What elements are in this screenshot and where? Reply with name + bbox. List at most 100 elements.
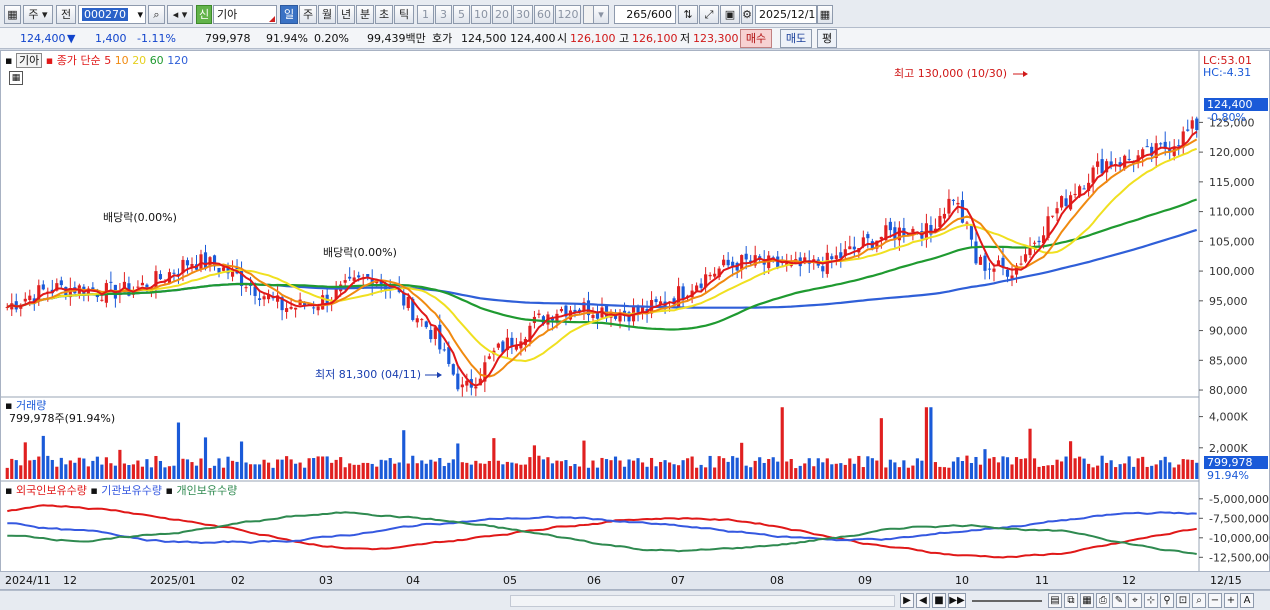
interval-3[interactable]: 3	[435, 5, 452, 24]
volume-tick-label: 2,000K	[1209, 442, 1248, 455]
volume-bar	[1010, 464, 1014, 479]
expand-icon[interactable]: ⤢	[699, 5, 719, 24]
candle-body	[460, 384, 464, 388]
interval-1[interactable]: 1	[417, 5, 434, 24]
period-tab-minute[interactable]: 분	[356, 5, 374, 24]
period-tab-second[interactable]: 초	[375, 5, 393, 24]
volume-current: 799,978주(91.94%)	[9, 412, 116, 425]
calendar-icon[interactable]: ▦	[817, 5, 833, 24]
legend-stock-name[interactable]: 기아	[15, 53, 43, 68]
candle-body	[140, 282, 144, 286]
candle-body	[1019, 263, 1023, 265]
stock-code-input[interactable]: 000270 ▾	[78, 5, 146, 24]
candle-body	[5, 306, 9, 308]
count-field[interactable]: 265/600	[614, 5, 676, 24]
volume-bar	[1163, 456, 1167, 479]
interval-60[interactable]: 60	[534, 5, 554, 24]
period-tab-week[interactable]: 주	[299, 5, 317, 24]
volume-bar	[257, 464, 262, 479]
volume-bar	[1055, 459, 1059, 479]
sell-button[interactable]: 매도	[780, 29, 812, 48]
volume-bar	[433, 461, 437, 479]
candle-body	[528, 325, 532, 342]
candle-body	[933, 228, 937, 232]
x-tick: 12/15	[1210, 574, 1242, 587]
chart-area[interactable]: 80,000 85,000 90,000 95,000 100,000 105,000 11…	[0, 50, 1270, 590]
prev-icon[interactable]: ◀	[916, 593, 930, 608]
flow-line	[7, 504, 1197, 559]
table-icon[interactable]: ▦	[9, 71, 23, 85]
candle-body	[1032, 242, 1037, 244]
volume-bar	[483, 463, 487, 479]
screenshot-icon[interactable]: ⊡	[1176, 593, 1190, 608]
volume-bar	[19, 465, 23, 479]
zoom-slider[interactable]	[972, 600, 1042, 602]
prev-button[interactable]: 전	[56, 5, 76, 24]
interval-120[interactable]: 120	[555, 5, 581, 24]
interval-20[interactable]: 20	[492, 5, 512, 24]
zoom-out-icon[interactable]: −	[1208, 593, 1222, 608]
candle-body	[1150, 146, 1154, 156]
zoom-in-icon[interactable]: +	[1224, 593, 1238, 608]
horizontal-scrollbar[interactable]	[510, 595, 895, 607]
chart-menu-icon[interactable]: ▦	[4, 5, 21, 24]
candle-body	[181, 259, 185, 274]
chevron-down-icon[interactable]: ▾	[593, 5, 609, 24]
ask-price: 124,400	[510, 32, 556, 45]
volume-bar	[947, 467, 951, 479]
font-size-icon[interactable]: A	[1240, 593, 1254, 608]
candle-body	[478, 378, 482, 386]
volume-bar	[852, 463, 856, 479]
play-icon[interactable]: ▶	[900, 593, 914, 608]
volume-bar	[163, 467, 167, 479]
grid-icon[interactable]: ▦	[1080, 593, 1094, 608]
volume-bar	[582, 440, 586, 479]
volume-tag-pct: 91.94%	[1207, 469, 1249, 482]
candle-body	[280, 297, 284, 311]
interval-5[interactable]: 5	[453, 5, 470, 24]
gear-icon[interactable]: ⚙	[741, 5, 753, 24]
stop-icon[interactable]: ■	[932, 593, 946, 608]
pin-icon[interactable]: ⚲	[1160, 593, 1174, 608]
interval-30[interactable]: 30	[513, 5, 533, 24]
candle-body	[591, 315, 595, 318]
period-tab-day[interactable]: 일	[280, 5, 298, 24]
candle-body	[731, 261, 735, 266]
print-icon[interactable]: ⎙	[1096, 593, 1110, 608]
volume-bar	[933, 462, 937, 479]
select-icon[interactable]: ⊹	[1144, 593, 1158, 608]
volume-title: 거래량	[15, 399, 47, 412]
volume-bar	[334, 459, 338, 479]
sound-icon[interactable]: ◂ ▾	[167, 5, 193, 24]
candle-body	[1186, 129, 1190, 131]
indicator-icon[interactable]: ⇅	[678, 5, 698, 24]
cursor-icon[interactable]: ⌖	[1128, 593, 1142, 608]
candle-body	[316, 306, 320, 311]
layout-icon[interactable]: ▤	[1048, 593, 1062, 608]
period-unit-select[interactable]: 주 ▾	[23, 5, 53, 24]
interval-10[interactable]: 10	[471, 5, 491, 24]
volume-bar	[640, 462, 645, 479]
open-price: 126,100	[570, 32, 616, 45]
period-tab-tick[interactable]: 틱	[394, 5, 414, 24]
stock-name-field[interactable]: 기아	[213, 5, 277, 24]
candle-body	[1168, 149, 1172, 153]
candle-body	[1145, 146, 1149, 148]
volume-bar	[397, 462, 401, 479]
copy-icon[interactable]: ⧉	[1064, 593, 1078, 608]
buy-button[interactable]: 매수	[740, 29, 772, 48]
price-change-pct: -1.11%	[137, 32, 176, 45]
candle-body	[41, 284, 45, 290]
save-icon[interactable]: ▣	[720, 5, 740, 24]
period-tab-month[interactable]: 월	[318, 5, 336, 24]
volume-bar	[23, 442, 27, 479]
date-field[interactable]: 2025/12/15	[755, 5, 817, 24]
period-tab-year[interactable]: 년	[337, 5, 355, 24]
candle-body	[1050, 215, 1055, 217]
avg-button[interactable]: 평	[817, 29, 837, 48]
zoom-icon[interactable]: ⌕	[1192, 593, 1206, 608]
search-icon[interactable]: ⌕	[148, 5, 165, 24]
draw-icon[interactable]: ✎	[1112, 593, 1126, 608]
fast-forward-icon[interactable]: ▶▶	[948, 593, 966, 608]
flow-tick-label: -10,000,000	[1209, 532, 1270, 545]
